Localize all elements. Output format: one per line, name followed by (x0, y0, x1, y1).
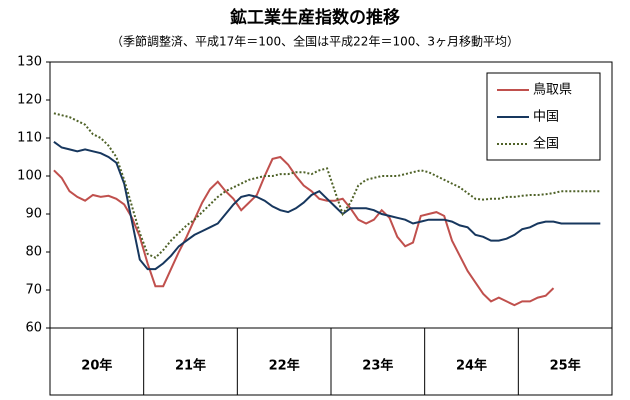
year: 25年 (550, 358, 581, 374)
chart-subtitle: （季節調整済、平成17年＝100、全国は平成22年＝100、3ヶ月移動平均） (111, 34, 519, 49)
y-tick-label: 100 (17, 169, 42, 184)
year: 23年 (362, 358, 393, 374)
y-tick-label: 90 (25, 207, 42, 222)
year: 22年 (269, 358, 300, 374)
series-line (53, 155, 555, 307)
year: 24年 (456, 358, 487, 374)
y-tick-label: 130 (17, 55, 42, 70)
series-line (53, 140, 601, 271)
legend-label: 全国 (533, 136, 559, 152)
chart-title: 鉱工業生産指数の推移 (230, 7, 400, 28)
year: 20年 (81, 358, 112, 374)
legend-label: 鳥取県 (533, 83, 572, 98)
legend-label: 中国 (533, 110, 559, 125)
series-line (53, 112, 601, 259)
year: 21年 (175, 358, 206, 374)
y-tick-label: 120 (17, 93, 42, 108)
y-tick-label: 60 (25, 321, 42, 336)
y-tick-label: 70 (25, 283, 42, 298)
y-tick-label: 80 (25, 245, 42, 260)
y-tick-label: 110 (17, 131, 42, 146)
